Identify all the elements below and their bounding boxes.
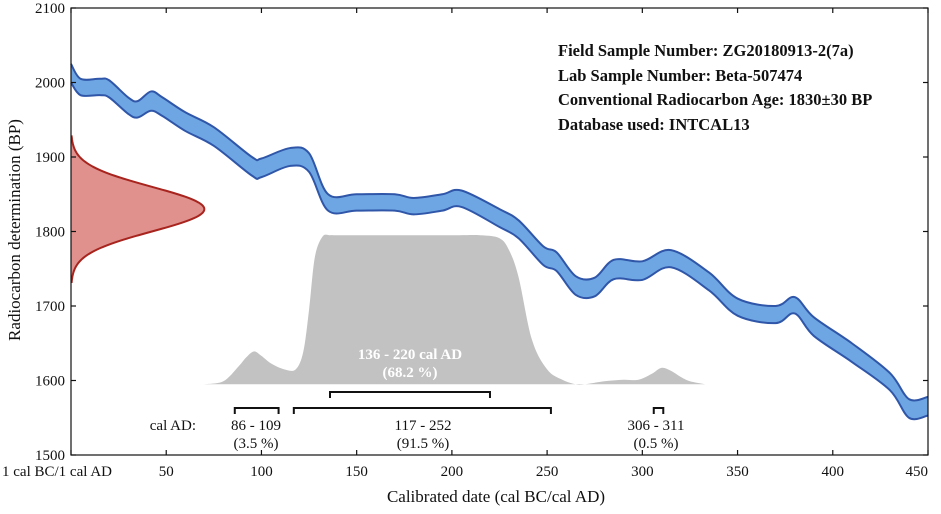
range-2sigma-a-percent: (3.5 %) xyxy=(234,436,279,452)
range-bracket-2 xyxy=(292,407,552,414)
sample-info: Field Sample Number: ZG20180913-2(7a) La… xyxy=(558,41,872,134)
x-tick-label-100: 100 xyxy=(250,464,273,480)
x-tick-label-450: 450 xyxy=(906,464,929,480)
cal-ad-label: cal AD: xyxy=(150,418,196,434)
y-tick-label-2100: 2100 xyxy=(35,1,65,17)
calibration-curve-layer xyxy=(70,63,929,421)
y-tick-label-1800: 1800 xyxy=(35,225,65,241)
x-tick-label-150: 150 xyxy=(345,464,368,480)
radiocarbon-age-layer xyxy=(70,135,206,283)
range-bracket-0 xyxy=(329,391,491,398)
y-tick-label-1900: 1900 xyxy=(35,150,65,166)
probability-distribution-layer xyxy=(204,234,706,385)
info-field-sample: Field Sample Number: ZG20180913-2(7a) xyxy=(558,41,854,60)
info-database: Database used: INTCAL13 xyxy=(558,115,750,134)
y-tick-label-1700: 1700 xyxy=(35,299,65,315)
x-tick-label-250: 250 xyxy=(536,464,559,480)
range-1sigma-percent: (68.2 %) xyxy=(383,365,438,381)
range-2sigma-b-label: 117 - 252 xyxy=(395,418,452,434)
calibration-upper-edge xyxy=(70,63,929,402)
x-tick-label-200: 200 xyxy=(441,464,464,480)
range-2sigma-b-percent: (91.5 %) xyxy=(397,436,450,452)
y-tick-label-1600: 1600 xyxy=(35,374,65,390)
x-tick-label-300: 300 xyxy=(631,464,654,480)
axes-layer: 1500 1600 1700 1800 1900 2000 2100 1 cal BC/1 c… xyxy=(2,1,929,480)
radiocarbon-age-area xyxy=(71,135,205,283)
calibration-band xyxy=(71,63,928,420)
range-bracket-3 xyxy=(652,407,665,414)
y-tick-label-1500: 1500 xyxy=(35,448,65,464)
range-2sigma-c-percent: (0.5 %) xyxy=(634,436,679,452)
calibrated-ranges-layer xyxy=(233,391,665,414)
probability-area xyxy=(204,234,706,385)
range-bracket-1 xyxy=(233,407,280,414)
x-axis-title: Calibrated date (cal BC/cal AD) xyxy=(387,487,605,506)
info-radiocarbon-age: Conventional Radiocarbon Age: 1830±30 BP xyxy=(558,90,872,109)
info-lab-sample: Lab Sample Number: Beta-507474 xyxy=(558,66,802,85)
x-tick-label-350: 350 xyxy=(726,464,749,480)
y-axis-title: Radiocarbon determination (BP) xyxy=(5,119,24,341)
x-tick-label-50: 50 xyxy=(159,464,174,480)
y-tick-label-2000: 2000 xyxy=(35,76,65,92)
range-1sigma-label: 136 - 220 cal AD xyxy=(358,347,462,363)
radiocarbon-age-outline xyxy=(70,135,206,283)
x-tick-label-0: 1 cal BC/1 cal AD xyxy=(2,464,112,480)
x-tick-label-400: 400 xyxy=(822,464,845,480)
range-2sigma-c-label: 306 - 311 xyxy=(628,418,685,434)
range-2sigma-a-label: 86 - 109 xyxy=(231,418,281,434)
calibration-lower-edge xyxy=(70,81,929,421)
